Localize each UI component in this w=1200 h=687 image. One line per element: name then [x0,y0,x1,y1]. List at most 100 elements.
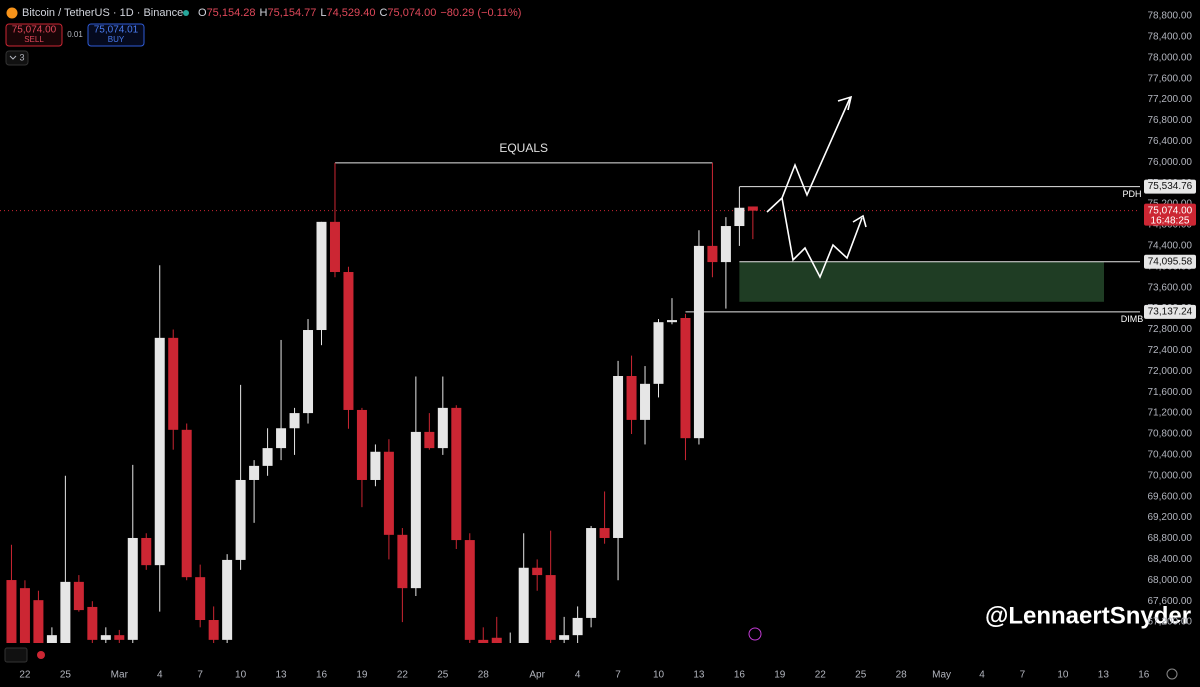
x-tick-label: 22 [397,670,409,681]
y-tick-label: 70,400.00 [1148,450,1193,461]
candle-body [87,606,98,640]
y-tick-label: 72,000.00 [1148,366,1193,377]
y-tick-label: 77,200.00 [1148,94,1193,105]
settings-icon[interactable] [1166,668,1178,680]
x-tick-label: 4 [575,670,581,681]
indicators-toggle[interactable] [5,50,29,66]
last-price-label: 75,074.00 [1148,205,1193,216]
candle-body [478,639,489,643]
ohlc: O 75,154.28 H 75,154.77 L 74,529.40 C 75,074.00… [198,7,521,19]
alert-icon[interactable] [748,627,762,641]
sell-button[interactable] [5,23,63,47]
candle-body [559,635,570,640]
y-tick-label: 71,200.00 [1148,408,1193,419]
y-tick-label: 78,400.00 [1148,32,1193,43]
y-tick-label: 68,800.00 [1148,533,1193,544]
y-tick-label: 67,200.00 [1148,617,1193,628]
candle-body [303,330,314,414]
ohlc-value: 75,074.00 [387,7,436,19]
x-tick-label: 7 [197,670,203,681]
candle-body [73,581,84,611]
candle-body [316,221,327,331]
candle-body [249,465,260,480]
level-price-label: 73,137.24 [1148,307,1193,318]
candle-body [410,431,421,589]
y-tick-label: 78,800.00 [1148,11,1193,22]
candle-body [545,575,556,640]
candle-body [532,567,543,576]
overlay: Bitcoin / TetherUS · 1D · Binance O 75,15… [4,7,1196,681]
x-tick-label: 25 [855,670,867,681]
candle-body [653,322,664,384]
candle-body [370,451,381,480]
candle-body [680,317,691,439]
chevron [9,55,17,60]
candle-body [586,528,597,618]
buy-price: 75,074.01 [94,25,139,36]
x-tick-label: 16 [734,670,746,681]
x-tick-label: 22 [815,670,827,681]
candle-body [424,431,435,449]
candle-body [343,272,354,410]
y-tick-label: 76,000.00 [1148,157,1193,168]
candle-body [276,428,287,449]
candle-body [464,540,475,640]
y-tick-label: 74,400.00 [1148,241,1193,252]
level-name: PDH [1122,189,1141,199]
candle-body [491,637,502,643]
candle-body [707,245,718,263]
candle-body [195,577,206,621]
candle-body [141,537,152,566]
candle-body [100,635,111,640]
ohlc-value: 75,154.28 [207,7,256,19]
x-tick-label: 19 [356,670,368,681]
candle-body [262,448,273,466]
x-tick-label: 16 [1138,670,1150,681]
candle-body [734,207,745,227]
level-price-label: 74,095.58 [1148,256,1193,267]
level-name: DIMB [1121,314,1144,324]
indicators-count: 3 [19,52,24,62]
x-tick-label: 25 [437,670,449,681]
x-tick-label: 4 [157,670,163,681]
candle-body [572,617,583,636]
last-price-box [1144,203,1196,226]
candle-body [640,383,651,420]
candle-body [168,337,179,430]
x-tick-label: 13 [275,670,287,681]
candle-body [208,620,219,640]
candle-body [397,534,408,589]
x-tick-label: Apr [529,670,545,681]
candle-body [693,245,704,439]
ohlc-value: 74,529.40 [327,7,376,19]
y-tick-label: 68,000.00 [1148,575,1193,586]
y-tick-label: 76,400.00 [1148,136,1193,147]
y-tick-label: 68,400.00 [1148,554,1193,565]
candle-body [222,559,233,640]
collapse-button[interactable] [4,647,28,663]
candle-body [329,221,340,273]
y-tick-label: 69,200.00 [1148,512,1193,523]
sell-label: SELL [24,35,44,44]
candle-body [6,580,17,643]
y-tick-label: 69,600.00 [1148,491,1193,502]
x-tick-label: 10 [653,670,665,681]
candle-body [181,429,192,578]
candle-body [613,375,624,538]
countdown: 16:48:25 [1151,215,1190,226]
candle-body [451,407,462,541]
buy-button[interactable] [87,23,145,47]
ohlc-key: O [198,7,207,19]
candle-body [356,409,367,480]
y-tick-label: 77,600.00 [1148,73,1193,84]
x-tick-label: Mar [111,670,129,681]
x-tick-label: 7 [615,670,621,681]
candle-body [33,600,44,643]
candle-body [383,451,394,535]
x-tick-label: 13 [693,670,705,681]
candle-body [60,581,71,643]
plot-area [0,162,1140,643]
candle-body [666,320,677,323]
